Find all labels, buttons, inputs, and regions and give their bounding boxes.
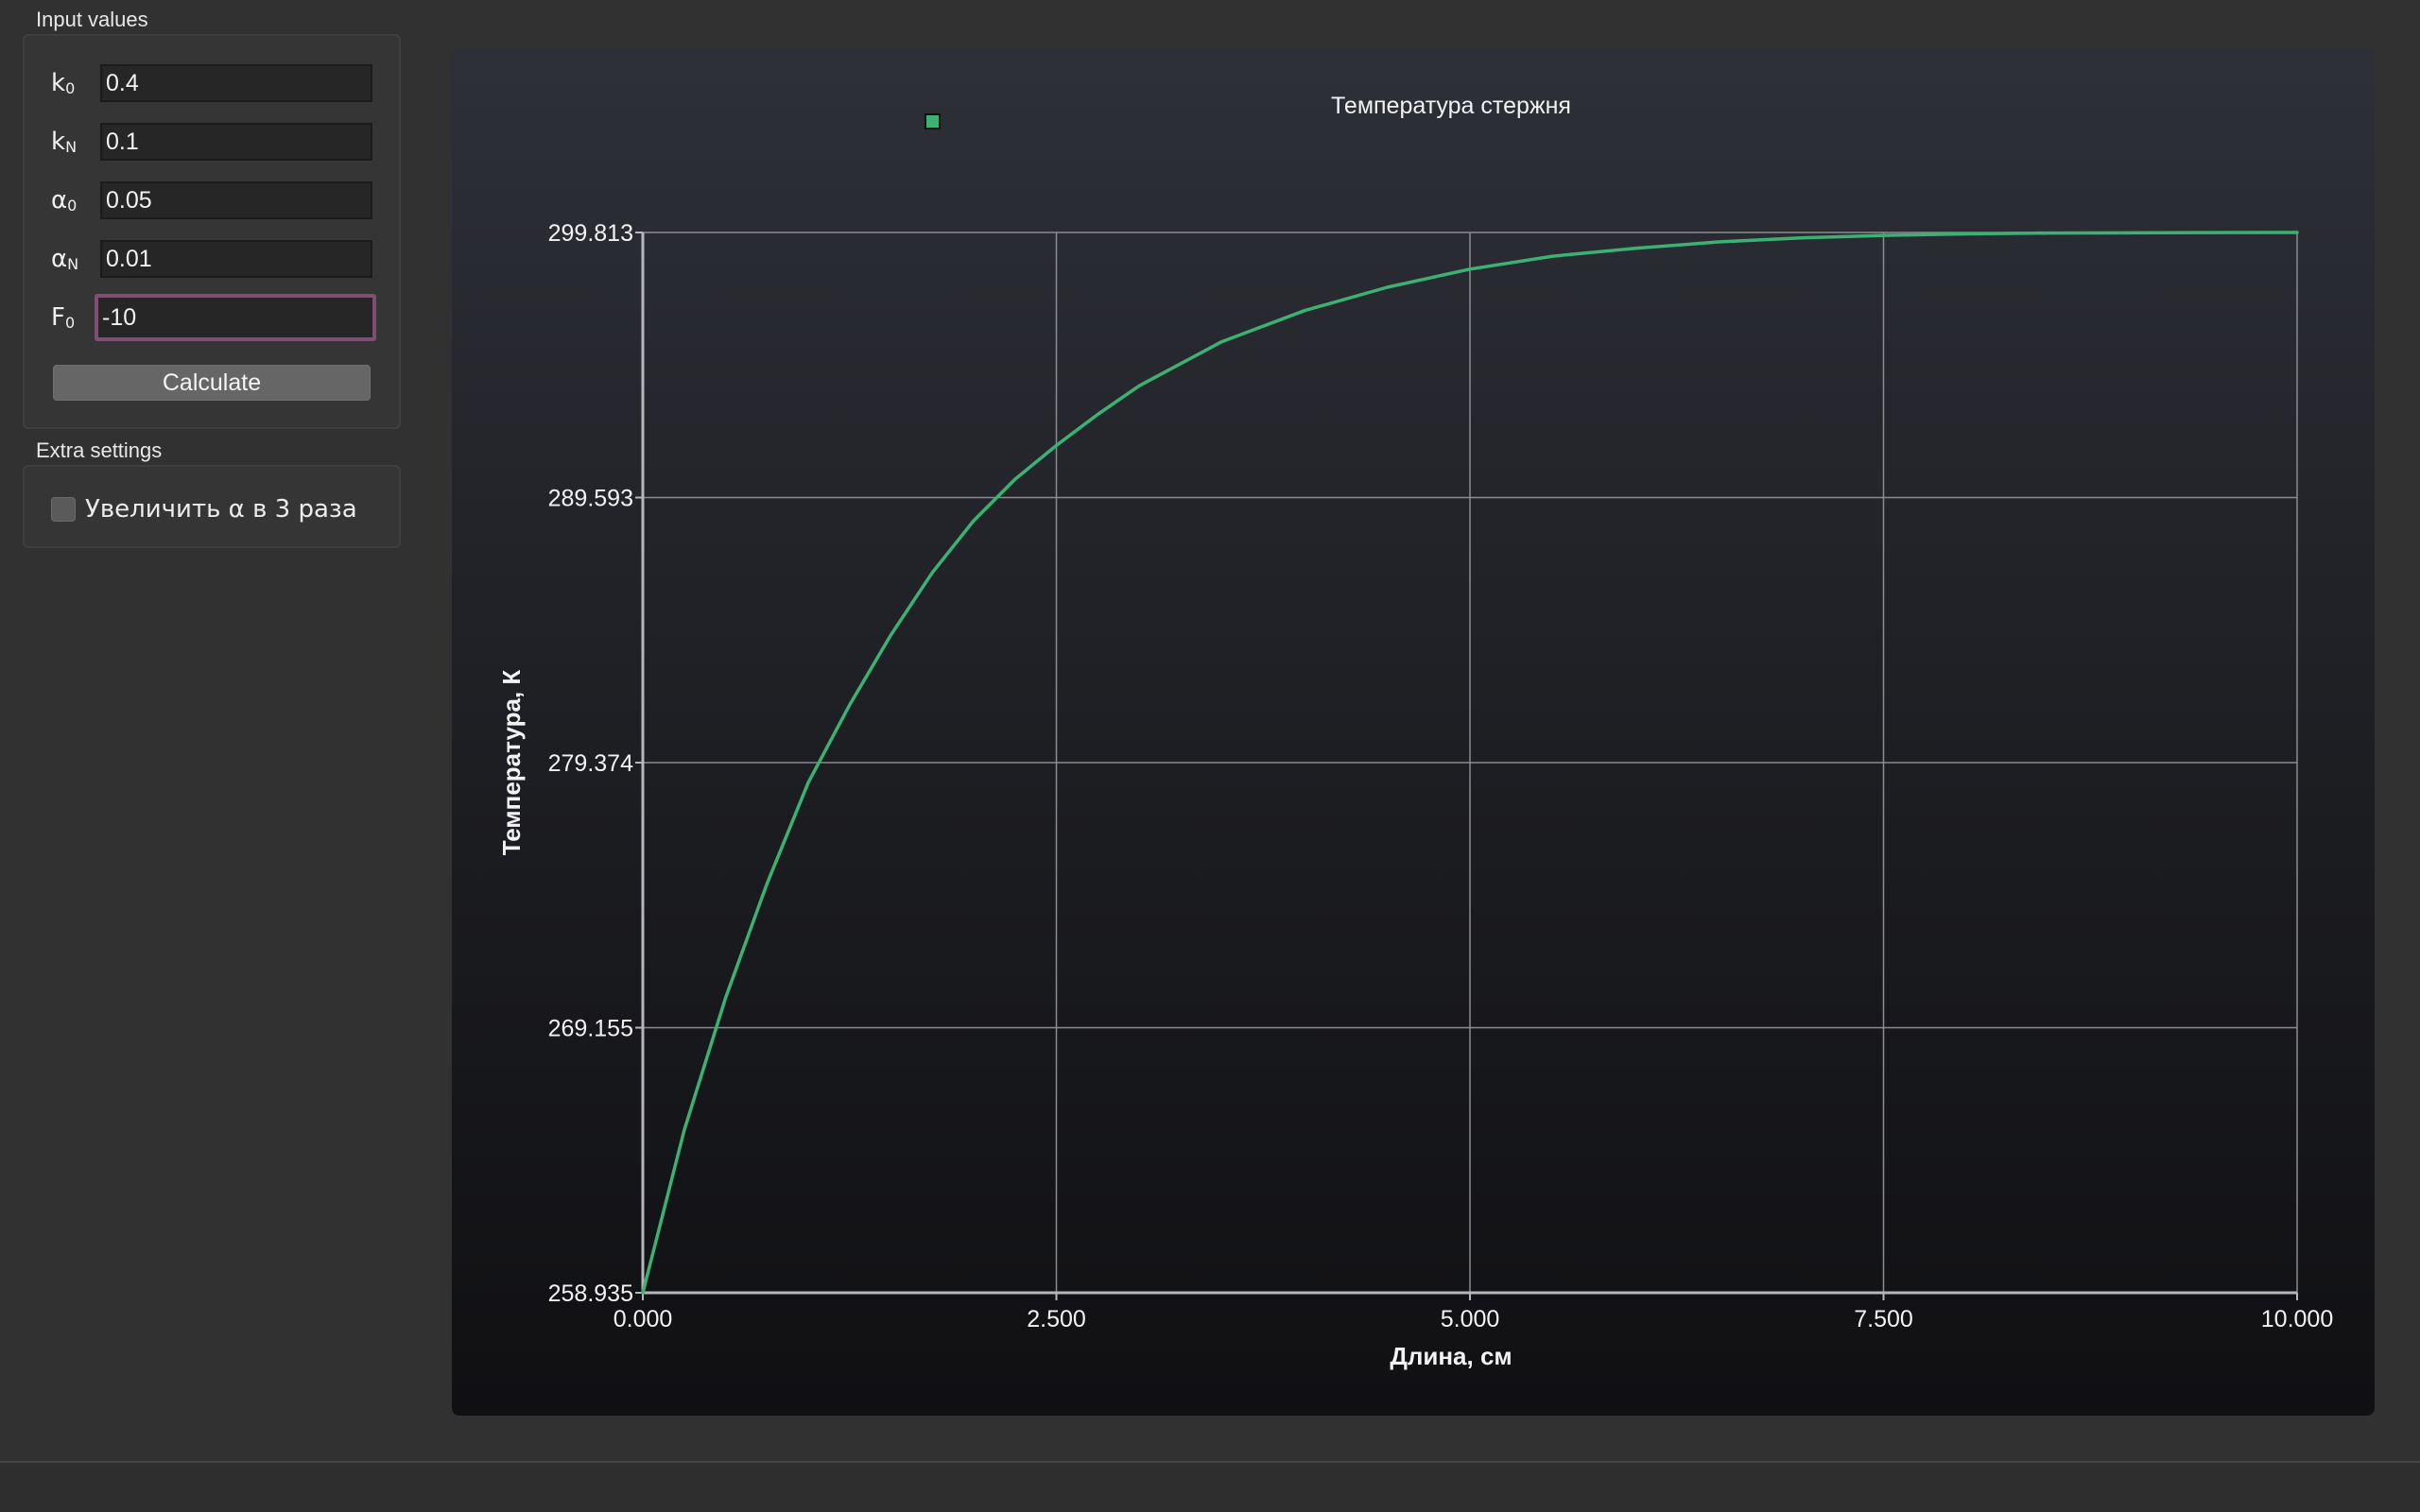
y-tick-label: 279.374	[548, 750, 633, 777]
x-tick-label: 2.500	[1027, 1306, 1086, 1332]
chart-title: Температура стержня	[1331, 93, 1571, 119]
field-label-f0: F0	[51, 303, 76, 332]
triple-alpha-checkbox-row[interactable]: Увеличить α в 3 раза	[51, 495, 357, 524]
field-label-alpha0: α0	[51, 186, 78, 215]
x-tick-label: 0.000	[614, 1306, 673, 1332]
input-values-group: k0 kN α0 αN F0 Calculate	[23, 34, 401, 429]
y-tick-label: 269.155	[548, 1016, 633, 1042]
status-bar	[0, 1461, 2420, 1512]
x-tick-label: 10.000	[2261, 1306, 2333, 1332]
triple-alpha-checkbox[interactable]	[51, 497, 76, 522]
extra-settings-group: Увеличить α в 3 раза	[23, 465, 401, 548]
f0-input[interactable]	[95, 294, 376, 341]
temperature-chart: Температура стержня 0.000 2.500 5.000 7.500 1…	[497, 93, 2333, 1370]
triple-alpha-checkbox-label: Увеличить α в 3 раза	[85, 495, 357, 524]
k0-input[interactable]	[100, 64, 372, 102]
extra-settings-title: Extra settings	[36, 438, 163, 462]
y-tick-label: 289.593	[548, 486, 633, 512]
field-label-kn: kN	[51, 128, 78, 156]
y-axis-label: Температура, К	[497, 670, 526, 856]
input-values-title: Input values	[36, 8, 148, 31]
kn-input[interactable]	[100, 123, 372, 161]
x-tick-label: 5.000	[1441, 1306, 1500, 1332]
field-row-f0: F0	[51, 294, 376, 341]
field-row-kn: kN	[51, 123, 376, 161]
field-label-alphan: αN	[51, 245, 79, 273]
field-row-k0: k0	[51, 64, 376, 102]
y-tick-label: 258.935	[548, 1280, 633, 1307]
series-line	[641, 231, 2299, 1295]
legend-marker-series	[925, 113, 941, 129]
calculate-button[interactable]: Calculate	[53, 365, 371, 401]
alphan-input[interactable]	[100, 240, 372, 278]
y-tick-label: 299.813	[548, 220, 633, 247]
field-label-k0: k0	[51, 69, 76, 97]
chart-view: Температура стержня 0.000 2.500 5.000 7.500 1…	[452, 47, 2375, 1416]
x-axis-label: Длина, см	[1390, 1342, 1512, 1370]
field-row-alpha0: α0	[51, 181, 376, 219]
alpha0-input[interactable]	[100, 181, 372, 219]
field-row-alphan: αN	[51, 240, 376, 278]
x-tick-label: 7.500	[1854, 1306, 1913, 1332]
